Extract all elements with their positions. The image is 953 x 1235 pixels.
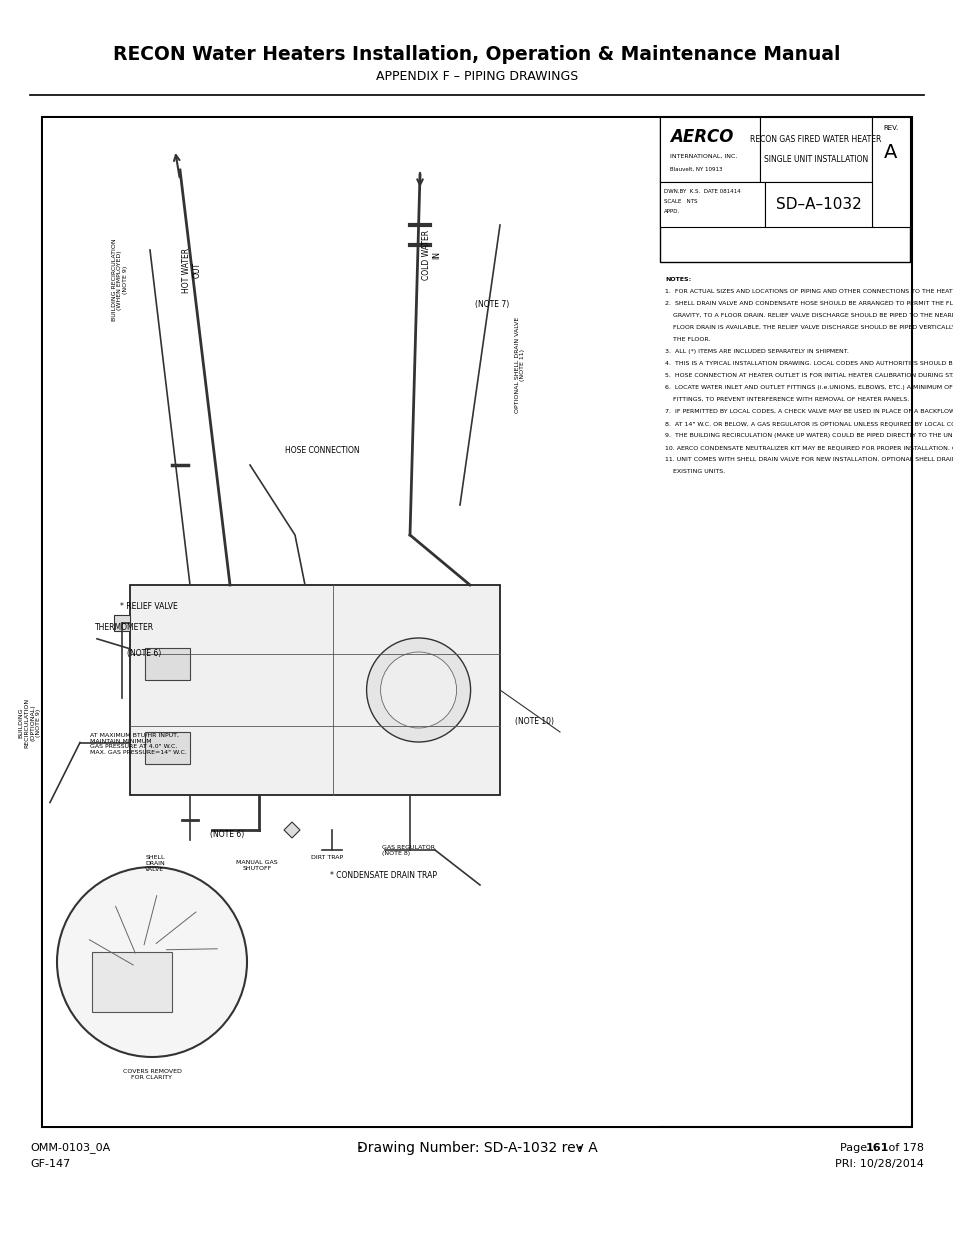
Text: OPTIONAL SHELL DRAIN VALVE
(NOTE 11): OPTIONAL SHELL DRAIN VALVE (NOTE 11) [514, 317, 525, 414]
Text: OMM-0103_0A: OMM-0103_0A [30, 1142, 111, 1153]
Bar [659, 117, 760, 182]
Text: AT MAXIMUM BTU/HR INPUT,
MAINTAIN MINIMUM
GAS PRESSURE AT 4.0" W.C.
MAX. GAS PRE: AT MAXIMUM BTU/HR INPUT, MAINTAIN MINIMU… [90, 732, 187, 755]
Bar [760, 117, 871, 182]
Text: 7.  IF PERMITTED BY LOCAL CODES, A CHECK VALVE MAY BE USED IN PLACE OF A BACKFLO: 7. IF PERMITTED BY LOCAL CODES, A CHECK … [664, 409, 953, 414]
Text: INTERNATIONAL, INC.: INTERNATIONAL, INC. [669, 153, 737, 158]
Bar [130, 585, 499, 795]
Text: FLOOR DRAIN IS AVAILABLE, THE RELIEF VALVE DISCHARGE SHOULD BE PIPED VERTICALLY : FLOOR DRAIN IS AVAILABLE, THE RELIEF VAL… [664, 325, 953, 330]
Bar [145, 647, 190, 679]
Bar [871, 117, 909, 227]
Text: MANUAL GAS
SHUTOFF: MANUAL GAS SHUTOFF [236, 860, 277, 871]
Text: 10. AERCO CONDENSATE NEUTRALIZER KIT MAY BE REQUIRED FOR PROPER INSTALLATION. CO: 10. AERCO CONDENSATE NEUTRALIZER KIT MAY… [664, 445, 953, 450]
Text: 9.  THE BUILDING RECIRCULATION (MAKE UP WATER) COULD BE PIPED DIRECTLY TO THE UN: 9. THE BUILDING RECIRCULATION (MAKE UP W… [664, 433, 953, 438]
Text: GAS REGULATOR
(NOTE 8): GAS REGULATOR (NOTE 8) [381, 845, 435, 856]
Text: EXISTING UNITS.: EXISTING UNITS. [664, 469, 724, 474]
Bar [91, 952, 172, 1011]
Text: SHELL
DRAIN
VALVE: SHELL DRAIN VALVE [145, 855, 165, 872]
Bar [764, 182, 871, 227]
Text: (NOTE 6): (NOTE 6) [210, 830, 244, 840]
Bar [659, 182, 764, 227]
Text: RECON Water Heaters Installation, Operation & Maintenance Manual: RECON Water Heaters Installation, Operat… [113, 46, 840, 64]
Polygon shape [284, 823, 299, 839]
Text: * CONDENSATE DRAIN TRAP: * CONDENSATE DRAIN TRAP [330, 871, 436, 879]
Text: (NOTE 6): (NOTE 6) [127, 648, 161, 658]
Text: 8.  AT 14" W.C. OR BELOW, A GAS REGULATOR IS OPTIONAL UNLESS REQUIRED BY LOCAL C: 8. AT 14" W.C. OR BELOW, A GAS REGULATOR… [664, 421, 953, 426]
Text: 5.  HOSE CONNECTION AT HEATER OUTLET IS FOR INITIAL HEATER CALIBRATION DURING ST: 5. HOSE CONNECTION AT HEATER OUTLET IS F… [664, 373, 953, 378]
Text: (NOTE 7): (NOTE 7) [475, 300, 509, 310]
Text: A: A [883, 143, 897, 162]
Text: Blauvelt, NY 10913: Blauvelt, NY 10913 [669, 167, 721, 172]
Text: 6.  LOCATE WATER INLET AND OUTLET FITTINGS (i.e.UNIONS, ELBOWS, ETC.) A MINIMUM : 6. LOCATE WATER INLET AND OUTLET FITTING… [664, 385, 953, 390]
Bar [145, 731, 190, 763]
Text: GRAVITY, TO A FLOOR DRAIN. RELIEF VALVE DISCHARGE SHOULD BE PIPED TO THE NEAREST: GRAVITY, TO A FLOOR DRAIN. RELIEF VALVE … [664, 312, 953, 317]
Text: 161: 161 [864, 1144, 888, 1153]
Text: APPD.: APPD. [663, 209, 679, 214]
Text: NOTES:: NOTES: [664, 277, 691, 282]
Bar [43, 119, 659, 1126]
Text: FITTINGS, TO PREVENT INTERFERENCE WITH REMOVAL OF HEATER PANELS.: FITTINGS, TO PREVENT INTERFERENCE WITH R… [664, 396, 908, 403]
Text: BUILDING RECIRCULATION
(WHEN EMPLOYED)
(NOTE 9): BUILDING RECIRCULATION (WHEN EMPLOYED) (… [112, 238, 128, 321]
Bar [659, 117, 909, 262]
Text: BUILDING
RECIRCULATION
(OPTIONAL)
(NOTE 9): BUILDING RECIRCULATION (OPTIONAL) (NOTE … [19, 698, 41, 747]
Text: 3.  ALL (*) ITEMS ARE INCLUDED SEPARATELY IN SHIPMENT.: 3. ALL (*) ITEMS ARE INCLUDED SEPARATELY… [664, 350, 848, 354]
Text: GF-147: GF-147 [30, 1158, 71, 1170]
Text: COVERS REMOVED
FOR CLARITY: COVERS REMOVED FOR CLARITY [122, 1070, 181, 1079]
Text: DWN.BY  K.S.  DATE 081414: DWN.BY K.S. DATE 081414 [663, 189, 740, 194]
Text: SINGLE UNIT INSTALLATION: SINGLE UNIT INSTALLATION [763, 154, 867, 164]
Circle shape [366, 638, 470, 742]
Text: HOT WATER
OUT: HOT WATER OUT [182, 247, 201, 293]
Text: 4.  THIS IS A TYPICAL INSTALLATION DRAWING. LOCAL CODES AND AUTHORITIES SHOULD B: 4. THIS IS A TYPICAL INSTALLATION DRAWIN… [664, 361, 953, 366]
Text: SD–A–1032: SD–A–1032 [775, 198, 861, 212]
Text: HOSE CONNECTION: HOSE CONNECTION [285, 446, 359, 454]
Text: AERCO: AERCO [669, 127, 733, 146]
Text: 11. UNIT COMES WITH SHELL DRAIN VALVE FOR NEW INSTALLATION. OPTIONAL SHELL DRAIN: 11. UNIT COMES WITH SHELL DRAIN VALVE FO… [664, 457, 953, 462]
Bar [113, 615, 130, 631]
Text: THERMOMETER: THERMOMETER [95, 622, 154, 632]
Text: 1.  FOR ACTUAL SIZES AND LOCATIONS OF PIPING AND OTHER CONNECTIONS TO THE HEATER: 1. FOR ACTUAL SIZES AND LOCATIONS OF PIP… [664, 289, 953, 294]
Bar [42, 117, 911, 1128]
Text: RECON GAS FIRED WATER HEATER: RECON GAS FIRED WATER HEATER [749, 136, 881, 144]
Text: of 178: of 178 [884, 1144, 923, 1153]
Text: Page: Page [840, 1144, 870, 1153]
Text: COLD WATER
IN: COLD WATER IN [422, 230, 441, 280]
Text: 2.  SHELL DRAIN VALVE AND CONDENSATE HOSE SHOULD BE ARRANGED TO PERMIT THE FLUID: 2. SHELL DRAIN VALVE AND CONDENSATE HOSE… [664, 301, 953, 306]
Text: (NOTE 10): (NOTE 10) [515, 718, 554, 726]
Circle shape [380, 652, 456, 727]
Text: Drawing Number: SD-A-1032 rev A: Drawing Number: SD-A-1032 rev A [356, 1141, 597, 1155]
Text: DIRT TRAP: DIRT TRAP [311, 855, 343, 860]
Text: APPENDIX F – PIPING DRAWINGS: APPENDIX F – PIPING DRAWINGS [375, 69, 578, 83]
Text: REV.: REV. [882, 125, 898, 131]
Text: •: • [577, 1144, 582, 1153]
Text: * RELIEF VALVE: * RELIEF VALVE [120, 601, 177, 611]
Text: THE FLOOR.: THE FLOOR. [664, 337, 710, 342]
Text: •: • [356, 1144, 363, 1153]
Text: SCALE   NTS: SCALE NTS [663, 199, 697, 204]
Circle shape [57, 867, 247, 1057]
Text: PRI: 10/28/2014: PRI: 10/28/2014 [834, 1158, 923, 1170]
